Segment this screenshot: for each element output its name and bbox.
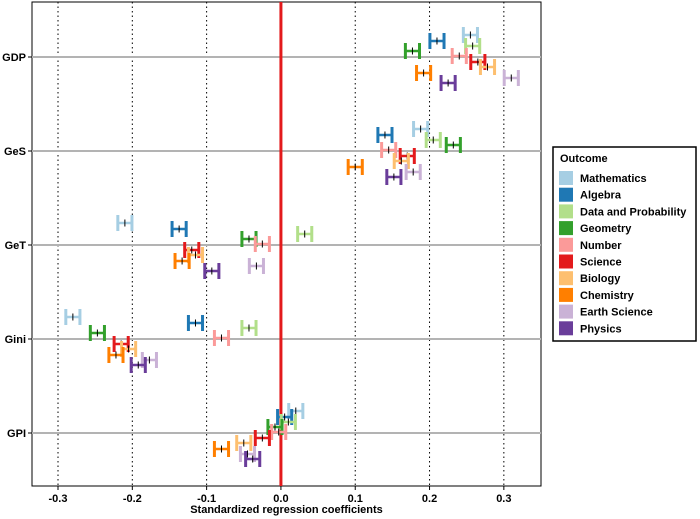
legend-swatch bbox=[559, 304, 573, 319]
y-tick-label: Gini bbox=[5, 334, 26, 346]
legend-swatch bbox=[559, 171, 573, 185]
chart-marks bbox=[64, 27, 520, 467]
error-bar-mark bbox=[439, 75, 457, 91]
error-bar-mark bbox=[170, 221, 188, 237]
x-tick-label: 0.2 bbox=[422, 493, 437, 505]
legend-swatch bbox=[559, 237, 573, 252]
error-bar-mark bbox=[235, 435, 253, 451]
legend-swatch bbox=[559, 321, 573, 336]
error-bar-mark bbox=[212, 441, 231, 457]
legend-item-label: Biology bbox=[580, 273, 621, 285]
error-bar-mark bbox=[444, 137, 462, 153]
y-tick-label: GDP bbox=[2, 52, 26, 64]
legend-swatch bbox=[559, 204, 573, 219]
error-bar-mark bbox=[116, 215, 134, 231]
error-bar-mark bbox=[296, 226, 314, 242]
error-bar-mark bbox=[270, 424, 288, 440]
legend-item-label: Physics bbox=[580, 323, 622, 335]
error-bar-mark bbox=[253, 430, 271, 446]
error-bar-mark bbox=[186, 315, 205, 331]
error-bar-mark bbox=[346, 159, 364, 175]
legend-item-label: Earth Science bbox=[580, 307, 653, 319]
legend-item-label: Chemistry bbox=[580, 290, 635, 302]
error-bar-mark bbox=[461, 27, 479, 43]
error-bar-mark bbox=[412, 121, 430, 137]
error-bar-mark bbox=[380, 142, 398, 158]
x-tick-label: 0.1 bbox=[348, 493, 363, 505]
error-bar-mark bbox=[428, 33, 446, 49]
x-tick-label: -0.1 bbox=[197, 493, 216, 505]
legend-item-label: Algebra bbox=[580, 190, 622, 202]
legend-swatch bbox=[559, 287, 573, 302]
error-bar-mark bbox=[244, 451, 262, 467]
x-tick-label: 0.0 bbox=[273, 493, 288, 505]
error-bar-mark bbox=[203, 263, 221, 279]
x-axis: -0.3 -0.2 -0.1 0.0 0.1 0.2 0.3 bbox=[49, 486, 511, 505]
legend-swatch bbox=[559, 187, 573, 202]
legend-title: Outcome bbox=[560, 153, 608, 165]
error-bar-mark bbox=[212, 330, 231, 346]
error-bar-mark bbox=[385, 169, 403, 185]
legend: Outcome Mathematics Algebra Data and Probab… bbox=[552, 146, 697, 342]
x-tick-label: -0.2 bbox=[123, 493, 142, 505]
error-bar-mark bbox=[403, 43, 422, 59]
error-bar-mark bbox=[424, 132, 442, 148]
error-bar-mark bbox=[415, 65, 433, 81]
legend-item-label: Mathematics bbox=[580, 173, 647, 185]
y-tick-label: GeS bbox=[4, 146, 26, 158]
error-bar-mark bbox=[247, 258, 265, 274]
legend-swatch bbox=[559, 271, 573, 286]
legend-item-label: Geometry bbox=[580, 223, 632, 235]
error-bar-mark bbox=[450, 48, 468, 64]
legend-swatch bbox=[559, 221, 573, 236]
error-bar-mark bbox=[240, 320, 258, 336]
error-bar-mark bbox=[88, 325, 106, 341]
legend-swatch bbox=[559, 254, 573, 269]
x-tick-label: -0.3 bbox=[49, 493, 68, 505]
error-bar-mark bbox=[129, 357, 147, 373]
y-tick-label: GPI bbox=[7, 428, 26, 440]
x-axis-title: Standardized regression coefficients bbox=[190, 504, 383, 516]
x-tick-label: 0.3 bbox=[496, 493, 511, 505]
error-bar-mark bbox=[478, 59, 497, 75]
error-bar-mark bbox=[64, 309, 82, 325]
error-bar-mark bbox=[502, 70, 520, 86]
error-bar-mark bbox=[107, 347, 125, 363]
legend-item-label: Number bbox=[580, 240, 622, 252]
legend-box bbox=[552, 146, 697, 342]
error-bar-mark bbox=[376, 127, 394, 143]
error-bar-mark bbox=[392, 153, 410, 169]
legend-item-label: Data and Probability bbox=[580, 206, 687, 218]
error-bar-mark bbox=[404, 164, 422, 180]
y-axis: GDP GeS GeT Gini GPI bbox=[2, 52, 32, 440]
error-bar-mark bbox=[253, 236, 271, 252]
legend-item-label: Science bbox=[580, 257, 622, 269]
y-tick-label: GeT bbox=[5, 240, 27, 252]
error-bar-mark bbox=[173, 253, 191, 269]
